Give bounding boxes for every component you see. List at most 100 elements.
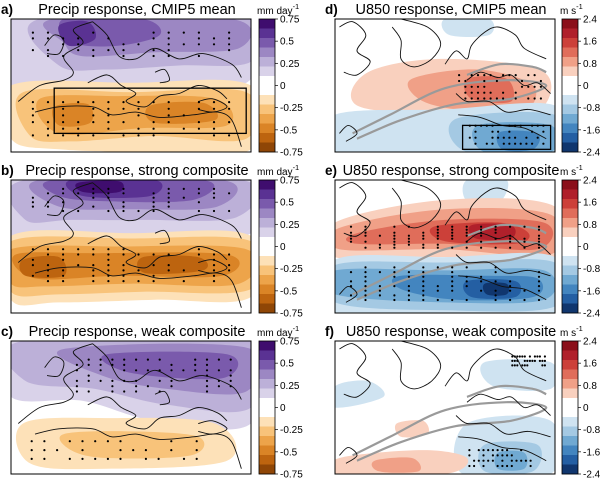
significance-dot (509, 237, 512, 240)
significance-dot (137, 114, 140, 117)
significance-dot (46, 248, 50, 251)
significance-dot (167, 196, 170, 199)
significance-dot (393, 225, 396, 228)
significance-dot (46, 31, 50, 34)
significance-dot (62, 253, 65, 256)
significance-dot (152, 37, 155, 40)
map-frame (334, 340, 556, 475)
colorbar-segment (562, 407, 578, 418)
significance-dot (122, 280, 125, 283)
jet-climatology-contour (352, 240, 548, 301)
significance-dot (135, 385, 138, 388)
significance-dot (182, 280, 185, 283)
significance-dot (491, 459, 494, 462)
significance-dot (543, 364, 547, 367)
significance-dot (515, 459, 518, 462)
significance-dot (31, 258, 34, 261)
colorbar-segment (562, 455, 578, 465)
significance-dot (533, 85, 536, 88)
significance-dot (197, 43, 200, 46)
significance-dot (480, 289, 483, 292)
significance-dot (111, 390, 114, 393)
significance-dot (119, 457, 122, 460)
colorbar-segment (562, 28, 578, 39)
significance-dot (119, 449, 122, 452)
significance-dot (212, 107, 216, 110)
significance-dot (167, 253, 170, 256)
significance-dot (46, 280, 50, 283)
coastline (466, 393, 551, 416)
colorbar-tick-label: 0.5 (280, 359, 294, 370)
coastline (87, 74, 228, 108)
colorbar-segment (562, 445, 578, 456)
colorbar-unit: mm day-1 (257, 163, 299, 178)
significance-dot (407, 285, 410, 288)
significance-dot (212, 43, 216, 46)
significance-dot (197, 201, 200, 204)
significance-dot (514, 136, 517, 139)
coastline (198, 420, 228, 435)
significance-dot (483, 74, 486, 77)
colorbar-segment (259, 284, 275, 295)
significance-dot (137, 134, 140, 137)
significance-dot (364, 271, 367, 274)
significance-dot (62, 280, 65, 283)
significance-dot (30, 449, 33, 452)
significance-dot (152, 201, 155, 204)
significance-dot (228, 49, 231, 52)
colorbar-tick-label: 0.5 (280, 37, 294, 48)
significance-dot (43, 449, 46, 452)
coastline (339, 343, 371, 398)
coastline (458, 436, 547, 462)
significance-dot (170, 440, 173, 443)
coastline (34, 105, 242, 147)
significance-dot (122, 201, 125, 204)
significance-dot (489, 74, 492, 77)
significance-dot (451, 234, 454, 237)
coastline (391, 19, 442, 68)
significance-dot (46, 37, 50, 40)
colorbar-tick-label: 0 (583, 403, 589, 414)
significance-dot (228, 253, 231, 256)
significance-dot (473, 464, 476, 468)
colorbar-segment (259, 388, 275, 399)
significance-dot (92, 248, 95, 251)
significance-dot (167, 205, 170, 208)
significance-dot (197, 127, 200, 130)
coastline (455, 93, 551, 116)
significance-dot (349, 271, 353, 274)
colorbar-segment (259, 350, 275, 361)
significance-dot (451, 237, 454, 240)
significance-dot (494, 298, 497, 302)
significance-dot (77, 134, 80, 137)
colorbar-segment (562, 265, 578, 276)
significance-dot (228, 209, 231, 213)
significance-dot (436, 237, 439, 240)
significance-dot (482, 459, 485, 462)
significance-dot (195, 449, 198, 452)
significance-dot (228, 101, 231, 104)
significance-dot (122, 121, 125, 124)
colorbar-tick-label: 0.25 (280, 381, 300, 392)
significance-dot (393, 243, 396, 246)
colorbar-segment (562, 398, 578, 408)
significance-dot (62, 114, 65, 117)
significance-dot (92, 54, 95, 58)
significance-dot (468, 454, 471, 457)
significance-dot (464, 79, 467, 83)
significance-dot (502, 142, 505, 145)
significance-dot (87, 390, 90, 393)
colorbar-e: 2.4 1.6 0.8 0 -0.8 -1.6 -2.4 m s-1 (560, 163, 601, 320)
significance-dot (135, 358, 138, 361)
colorbar-unit-exponent: -1 (576, 2, 583, 11)
panel-title: U850 response, weak composite (346, 324, 556, 340)
significance-dot (480, 240, 483, 243)
significance-dot (487, 459, 490, 462)
significance-dot (539, 79, 543, 83)
significance-dot (212, 196, 216, 199)
colorbar-c: 0.75 0.5 0.25 0 -0.25 -0.5 -0.75 mm day-1 (257, 324, 303, 481)
significance-dot (524, 459, 528, 462)
significance-dot (158, 369, 161, 372)
colorbar-tick-label: 0 (280, 81, 286, 92)
